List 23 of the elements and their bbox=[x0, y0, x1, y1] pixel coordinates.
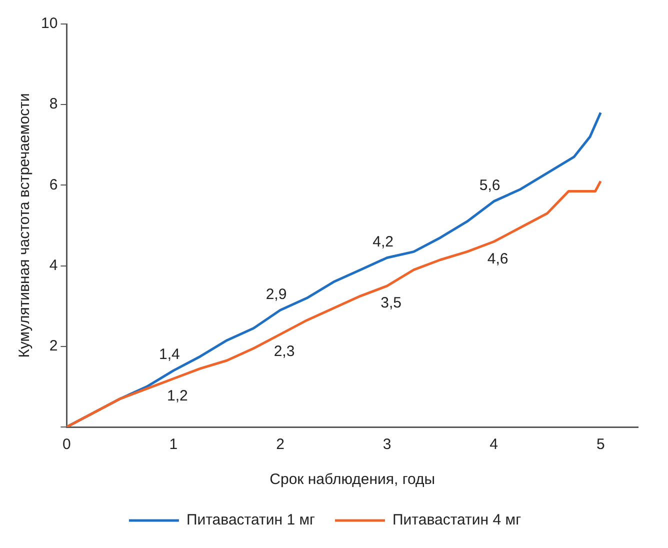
annotation: 2,9 bbox=[266, 286, 287, 303]
y-tick-label: 6 bbox=[49, 176, 58, 194]
legend-label: Питавастатин 1 мг bbox=[186, 512, 316, 529]
y-tick-label: 8 bbox=[49, 96, 58, 113]
x-tick-label: 4 bbox=[490, 436, 498, 454]
x-tick-label: 1 bbox=[169, 436, 178, 454]
annotation: 1,4 bbox=[159, 346, 180, 364]
y-tick-label: 2 bbox=[49, 338, 58, 355]
x-tick-label: 3 bbox=[382, 436, 392, 454]
y-axis-title: Кумулятивная частота встречаемости bbox=[16, 93, 34, 358]
y-tick-label: 10 bbox=[40, 15, 58, 32]
x-axis-title: Срок наблюдения, годы bbox=[270, 471, 436, 488]
x-tick-label: 2 bbox=[276, 436, 284, 454]
legend-label: Питавастатин 4 мг bbox=[392, 512, 522, 529]
annotation: 4,6 bbox=[487, 250, 508, 268]
annotation: 4,2 bbox=[372, 233, 394, 250]
annotation: 2,3 bbox=[274, 342, 295, 360]
annotation: 5,6 bbox=[479, 176, 500, 194]
y-tick-label: 4 bbox=[49, 256, 58, 274]
x-tick-label: 0 bbox=[62, 436, 71, 454]
annotation: 3,5 bbox=[380, 294, 402, 312]
x-tick-label: 5 bbox=[596, 436, 605, 454]
annotation: 1,2 bbox=[167, 387, 188, 404]
